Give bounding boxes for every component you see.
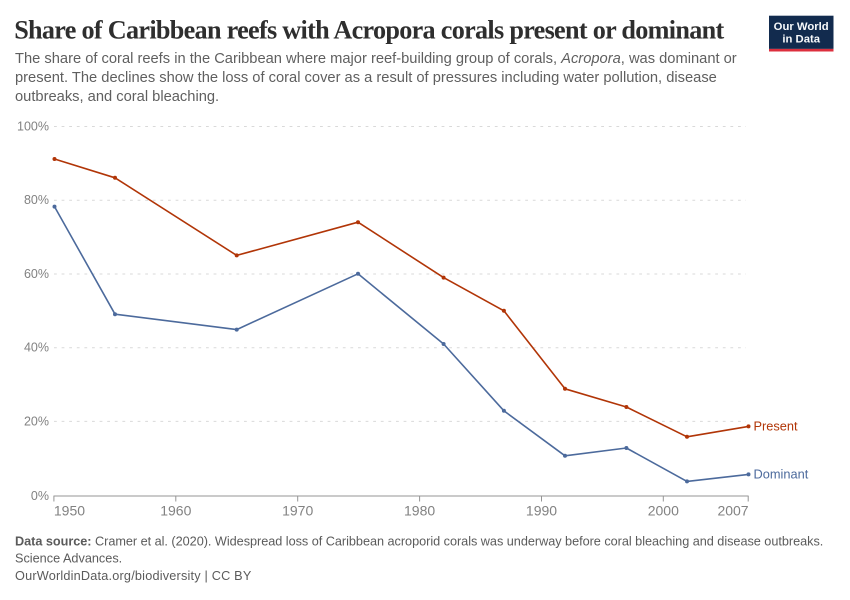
svg-text:2000: 2000 [648,503,679,519]
svg-text:1960: 1960 [160,503,191,519]
svg-text:outbreaks, and coral bleaching: outbreaks, and coral bleaching. [15,89,219,105]
svg-text:2007: 2007 [717,503,748,519]
svg-text:80%: 80% [24,193,49,207]
svg-text:40%: 40% [24,341,49,355]
svg-text:Share of Caribbean reefs with: Share of Caribbean reefs with Acropora c… [14,16,724,45]
svg-text:100%: 100% [17,120,49,134]
svg-text:20%: 20% [24,414,49,428]
svg-text:in Data: in Data [782,34,820,46]
svg-text:Our World: Our World [774,21,829,33]
svg-text:1950: 1950 [54,503,85,519]
svg-text:Data source: Cramer et al. (20: Data source: Cramer et al. (2020). Wides… [15,534,823,548]
svg-text:1980: 1980 [404,503,435,519]
svg-text:0%: 0% [31,489,49,503]
svg-text:1970: 1970 [282,503,313,519]
svg-text:present. The declines show the: present. The declines show the loss of c… [15,70,717,86]
svg-text:Science Advances.: Science Advances. [15,552,122,566]
svg-text:The share of coral reefs in th: The share of coral reefs in the Caribbea… [15,51,737,67]
svg-text:60%: 60% [24,267,49,281]
svg-text:OurWorldinData.org/biodiversit: OurWorldinData.org/biodiversity | CC BY [15,569,252,583]
svg-text:Dominant: Dominant [754,467,809,482]
svg-text:1990: 1990 [526,503,557,519]
svg-text:Present: Present [754,419,799,434]
